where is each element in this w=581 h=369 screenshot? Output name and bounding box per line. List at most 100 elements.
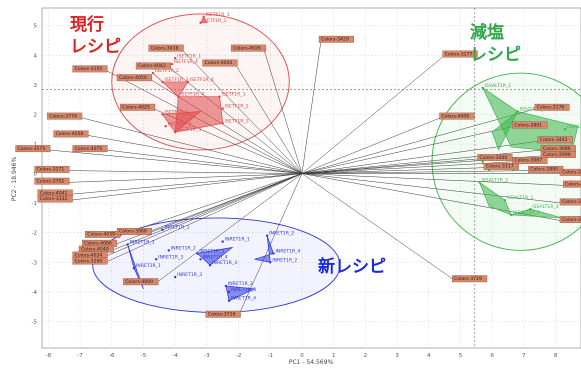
score-point: [218, 95, 221, 98]
score-point: [227, 299, 231, 302]
loading-vector: [105, 149, 303, 174]
score-point-label: INRET1R_4: [231, 296, 256, 302]
loading-label: Colors-4041: [40, 190, 68, 196]
score-point: [186, 80, 190, 84]
score-point: [272, 252, 275, 255]
x-tick-label: 8: [554, 353, 558, 359]
score-point-label: INRET1R_4: [275, 248, 300, 254]
loading-label-box: [116, 228, 152, 235]
loading-label: Colors-3728: [565, 181, 581, 187]
score-point: [503, 198, 507, 202]
score-point: [221, 107, 224, 110]
x-tick-label: -8: [46, 353, 52, 359]
score-point-label: INRET1R_3: [158, 254, 183, 260]
loading-label: Colors-3719: [454, 276, 482, 282]
group-polygon: [225, 285, 256, 302]
loading-label-box: [34, 177, 70, 185]
score-point-label: ISETF1R_2: [168, 121, 192, 127]
score-point-label: INRET1R_1: [225, 237, 250, 243]
loading-label-box: [205, 310, 241, 318]
x-tick-label: -1: [268, 353, 273, 359]
loading-vector: [301, 149, 543, 174]
loading-label: Colors-3086: [543, 146, 571, 152]
score-point-label: ISSALT1R_1: [567, 124, 581, 130]
x-tick-label: 5: [459, 353, 463, 359]
annotation-current-recipe: 現行 レシピ: [70, 14, 121, 58]
loading-vector: [301, 108, 537, 174]
loading-label: Colors-4050: [119, 75, 147, 81]
score-point-label: INRET1R_3: [212, 260, 237, 266]
x-tick-label: 6: [490, 353, 494, 359]
y-tick-label: -1: [32, 201, 37, 207]
loading-label-box: [72, 145, 108, 153]
loading-label: Colors-3966: [119, 229, 147, 235]
score-point-label: INRET1R_1: [136, 263, 161, 269]
score-point: [161, 80, 164, 84]
loading-label: Colors-3429: [321, 37, 349, 43]
loading-label-box: [72, 257, 108, 265]
score-point-label: ISETF1R_1: [203, 18, 227, 24]
score-point-label: ISETF1R_3: [177, 127, 201, 133]
score-point-label: INRET1R_1: [164, 225, 189, 231]
annotation-current-line2: レシピ: [70, 37, 121, 57]
loading-label-box: [47, 112, 83, 120]
loading-label-box: [34, 165, 70, 173]
loading-vector: [301, 117, 442, 174]
score-point-label: INRET1R_4: [203, 254, 228, 260]
score-point: [478, 181, 481, 184]
score-point-label: ISETF1R_3: [225, 118, 249, 124]
score-point: [269, 261, 272, 264]
loading-label: Colors-3176: [537, 105, 565, 111]
score-point: [196, 252, 199, 255]
loading-label: Colors-3440: [562, 170, 581, 176]
loading-label-box: [534, 103, 570, 111]
loading-label: Colors-4066: [84, 241, 112, 247]
annotation-reduced-salt-recipe: 減塩 レシピ: [470, 22, 521, 66]
y-tick-label: 5: [34, 24, 38, 30]
annotation-salt-line1: 減塩: [470, 23, 504, 43]
x-tick-label: -7: [77, 353, 83, 359]
score-point: [173, 130, 177, 134]
y-tick-label: 3: [34, 83, 38, 89]
score-point-label: ISETF1R_1: [206, 12, 230, 18]
axes: -8 -7 -6 -5 -4 -3 -2 -1 0 1 2 3 4 5 6 7 8 -5 -4 -3 -2 -1 0 1 2 3 4…: [32, 8, 581, 359]
y-tick-label: 1: [34, 142, 38, 148]
loading-label: Colors-3155: [75, 66, 103, 72]
loading-label: Colors-4039: [87, 232, 115, 238]
loading-label-box: [15, 145, 51, 153]
score-points: ISETF1R_1ISETF1R_1ISETF1R_1ISETF1R_4ISET…: [126, 12, 581, 302]
loading-label: Colors-3418: [151, 45, 179, 51]
score-point-label: ISSALT1R_4: [532, 204, 559, 210]
score-point: [265, 234, 269, 237]
loading-vector: [155, 173, 303, 284]
loading-label: Colors-3442: [540, 137, 568, 143]
score-point-label: ISETF1R_4: [190, 77, 214, 83]
loading-label: Colors-3440: [480, 155, 508, 161]
loading-label: Colors-3117: [486, 164, 514, 170]
group-polygon: [254, 235, 274, 263]
loading-vector: [301, 167, 486, 174]
loading-label: Colors-2891: [514, 122, 542, 128]
x-tick-label: -4: [172, 353, 178, 359]
loading-label-box: [537, 136, 573, 144]
loading-vector: [301, 173, 563, 204]
loading-label-box: [72, 65, 108, 73]
score-point-label: INRET1R_2: [272, 257, 297, 263]
loading-vector: [301, 161, 515, 174]
score-point: [227, 290, 231, 294]
loading-label-box: [559, 198, 581, 206]
loading-label-box: [135, 62, 171, 70]
loading-label: Colors-4000: [125, 279, 153, 285]
loading-label: Colors-3177: [445, 51, 473, 57]
loading-label: Colors-4026: [233, 45, 261, 51]
loading-vector: [105, 173, 303, 263]
score-point: [126, 243, 129, 246]
score-point-label: ISETF1R_3: [164, 77, 188, 83]
score-point: [202, 15, 205, 19]
x-tick-label: -2: [236, 353, 241, 359]
group-polygon: [491, 111, 518, 151]
loading-label: Colors-3575: [18, 146, 46, 152]
loading-vector: [181, 49, 303, 174]
annotation-new-line1: 新レシピ: [318, 257, 386, 277]
score-point: [154, 258, 158, 261]
